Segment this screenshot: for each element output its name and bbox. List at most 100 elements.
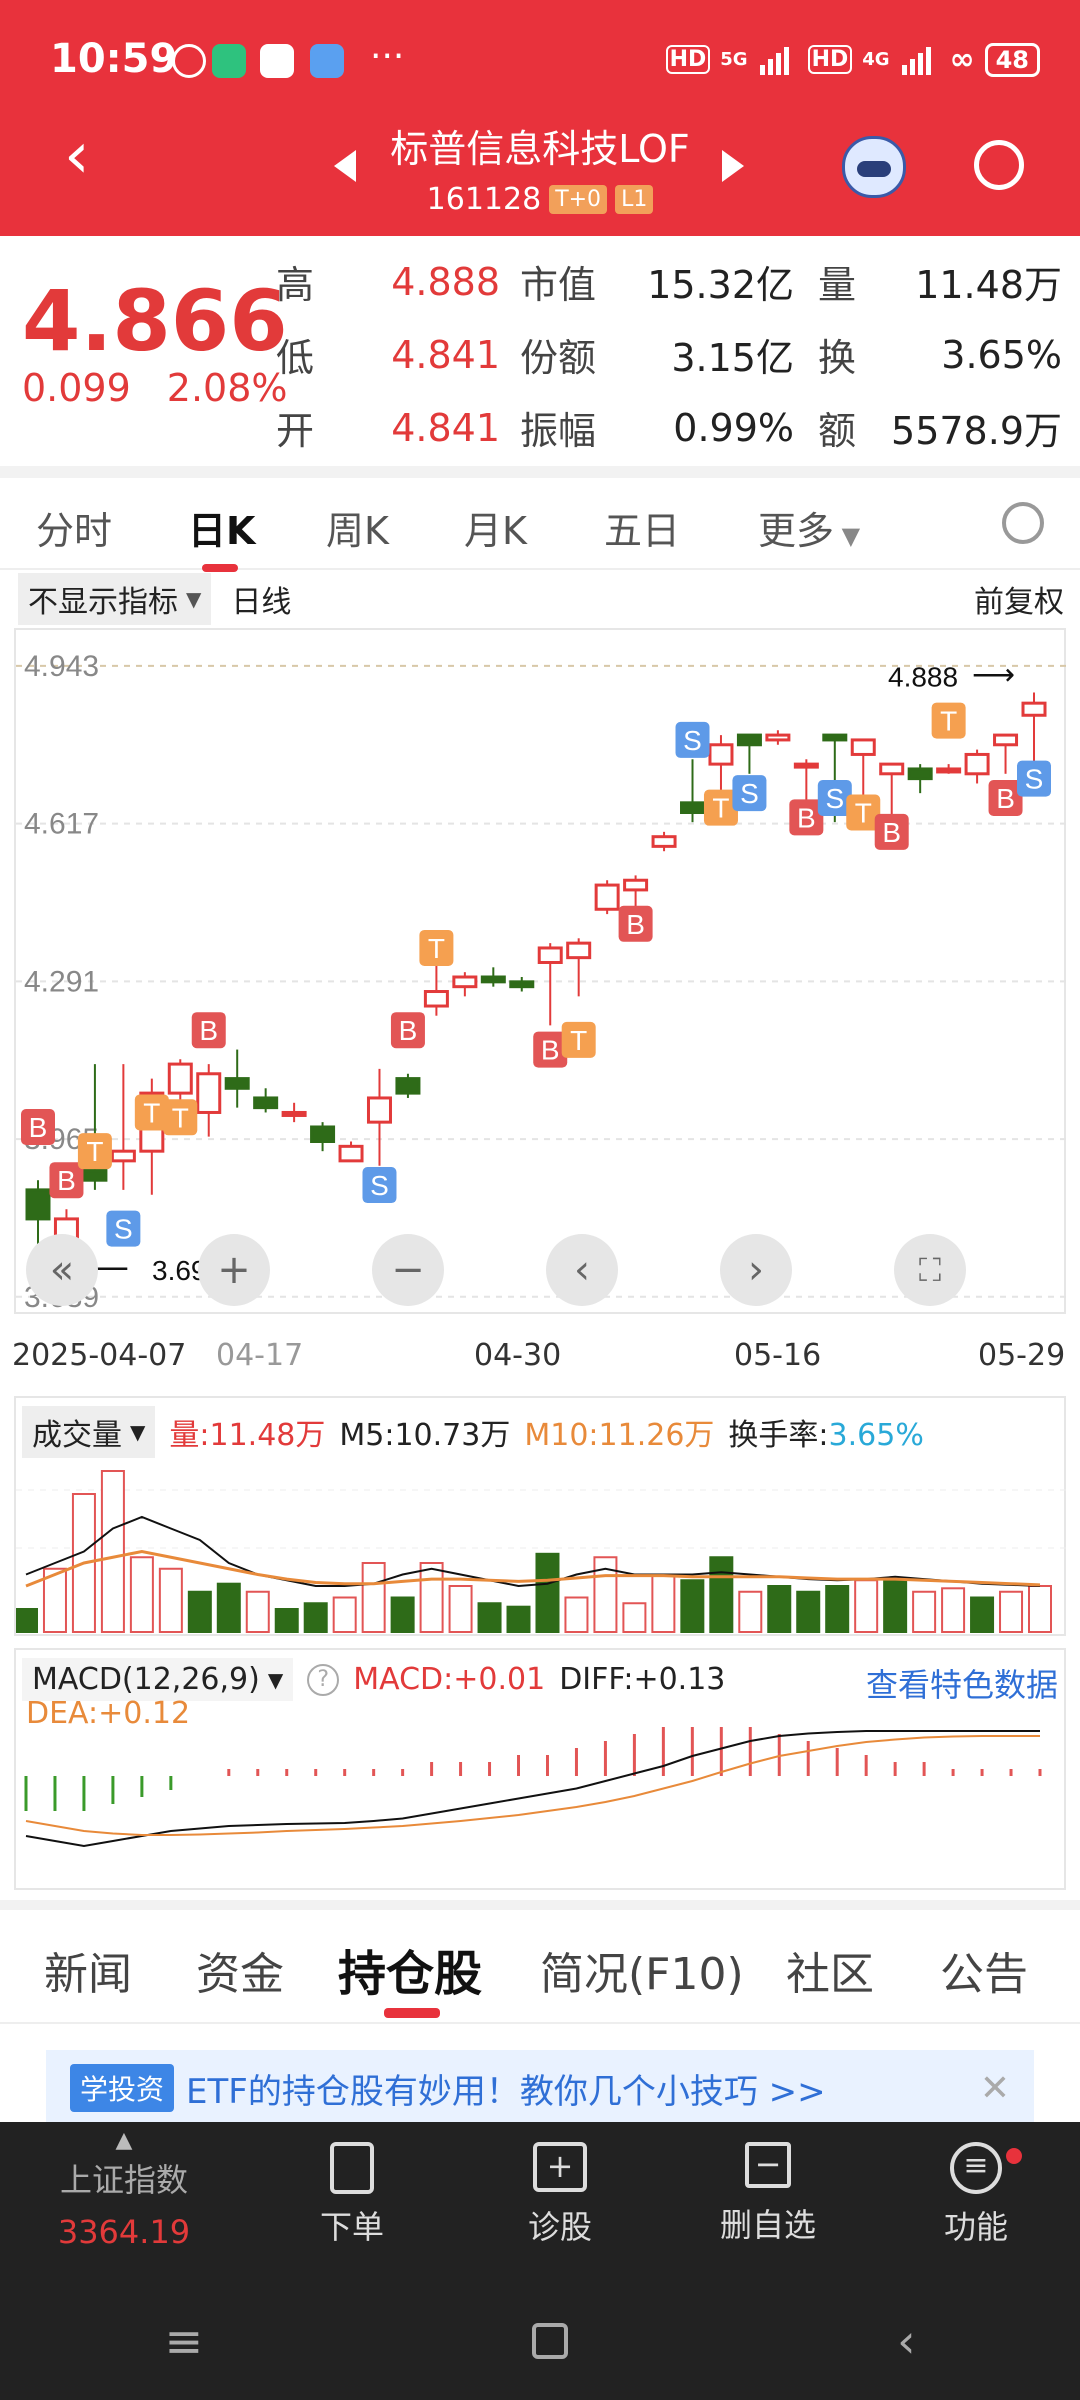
network-label: 5G [720, 49, 748, 70]
adjust-label[interactable]: 前复权 [974, 585, 1064, 620]
chevron-down-icon: ▼ [186, 587, 202, 611]
zoom-out-icon[interactable]: − [372, 1234, 444, 1306]
high-value: 4.888 [391, 259, 500, 304]
help-icon[interactable]: ? [307, 1663, 340, 1696]
next-icon[interactable]: › [720, 1234, 792, 1306]
volume-bar-23 [680, 1579, 705, 1633]
trade-marker-label-15: S [740, 778, 759, 809]
candle-body-3 [110, 1149, 136, 1163]
volume-bar-0 [14, 1608, 38, 1633]
zoom-in-icon[interactable]: + [198, 1234, 270, 1306]
robot-assistant-icon[interactable] [842, 136, 906, 198]
trade-marker-17 [817, 779, 852, 816]
status-time: 10:59 [50, 36, 178, 82]
chevron-down-icon: ▼ [834, 522, 861, 550]
trade-marker-label-3: S [114, 1214, 133, 1245]
divider [0, 466, 1080, 478]
candle-body-12 [366, 1096, 392, 1124]
shares-value: 3.15亿 [671, 336, 794, 380]
tab-holdings[interactable]: 持仓股 [338, 1946, 483, 2002]
volume-panel[interactable]: 成交量 ▼ 量:11.48万 M5:10.73万 M10:11.26万 换手率:3… [14, 1396, 1068, 1636]
scroll-left-icon[interactable]: « [26, 1234, 98, 1306]
indicator-dropdown[interactable]: 不显示指标 ▼ [18, 573, 212, 625]
tab-more[interactable]: 更多 ▼ [758, 500, 860, 555]
nav-remove-watchlist[interactable]: − 删自选 [668, 2142, 868, 2246]
feature-data-link[interactable]: 查看特色数据 [865, 1666, 1058, 1704]
nav-diagnose[interactable]: + 诊股 [460, 2142, 660, 2248]
macd-panel[interactable]: MACD(12,26,9) ▼ ? MACD:+0.01 DIFF:+0.13 查… [14, 1648, 1066, 1890]
volume-bar-22 [651, 1573, 676, 1633]
hd-icon: HD [665, 45, 711, 74]
trade-marker-label-4: T [143, 1097, 160, 1128]
volume-bar-1 [42, 1567, 67, 1633]
tab-weekly-k[interactable]: 周K [326, 509, 389, 553]
back-nav-icon[interactable]: ‹ [897, 2314, 916, 2368]
volume-bar-29 [854, 1579, 879, 1633]
tab-monthly-k[interactable]: 月K [464, 509, 527, 553]
tab-five-day[interactable]: 五日 [604, 509, 681, 553]
shares-label: 份额 [520, 336, 597, 380]
stock-code-row: 161128 T+0 L1 [0, 182, 1080, 217]
tab-intraday[interactable]: 分时 [36, 509, 113, 553]
volume-dropdown[interactable]: 成交量 ▼ [22, 1406, 156, 1458]
high-label: 高 [276, 263, 315, 307]
prev-icon[interactable]: ‹ [546, 1234, 618, 1306]
trade-marker-18 [846, 794, 881, 831]
home-icon[interactable] [532, 2323, 569, 2359]
trade-marker-label-7: S [370, 1170, 389, 1201]
volume-bar-3 [100, 1470, 125, 1633]
volume-bar-33 [970, 1596, 995, 1633]
low-label: 低 [276, 336, 315, 380]
tab-f10[interactable]: 简况(F10) [540, 1949, 744, 2000]
quote-panel: 4.866 0.099 2.08% 高 4.888 市值 15.32亿 量 11… [0, 236, 1080, 466]
trade-marker-14 [703, 789, 738, 826]
prev-stock-icon[interactable] [334, 150, 356, 182]
trade-marker-8 [390, 1012, 425, 1049]
volume-bar-5 [158, 1567, 183, 1633]
tab-daily-k[interactable]: 日K [188, 509, 256, 553]
close-icon[interactable]: ✕ [979, 2067, 1010, 2109]
diff-line [25, 1730, 1040, 1848]
index-ticker[interactable]: ▲ 上证指数 3364.19 [24, 2128, 224, 2251]
trade-marker-11 [561, 1021, 596, 1058]
trade-marker-9 [419, 929, 454, 966]
back-icon[interactable]: ‹ [64, 119, 90, 193]
volume-value: 11.48万 [915, 263, 1062, 307]
volume-bar-19 [564, 1596, 589, 1633]
chevron-up-icon: ▲ [115, 2128, 133, 2153]
trade-marker-13 [675, 721, 710, 758]
tab-community[interactable]: 社区 [786, 1949, 874, 2000]
nav-order[interactable]: 下单 [252, 2142, 452, 2248]
volume-header: 成交量 ▼ 量:11.48万 M5:10.73万 M10:11.26万 换手率:3… [22, 1406, 924, 1458]
amplitude-value: 0.99% [673, 405, 794, 450]
settings-icon[interactable] [1002, 502, 1044, 544]
y-tick-1: 4.617 [24, 808, 99, 841]
candle-body-5 [167, 1062, 193, 1095]
trade-marker-label-16: B [797, 802, 816, 833]
candle-body-20 [594, 883, 620, 911]
trade-marker-10 [533, 1031, 568, 1068]
volume-bar-35 [1028, 1585, 1052, 1633]
trade-marker-label-1: B [57, 1165, 76, 1196]
nav-order-label: 下单 [319, 2208, 384, 2246]
next-stock-icon[interactable] [722, 150, 744, 182]
candle-body-13 [395, 1077, 421, 1095]
tab-announcements[interactable]: 公告 [940, 1949, 1028, 2000]
search-icon[interactable] [974, 140, 1024, 190]
promo-banner[interactable]: 学投资 ETF的持仓股有妙用！教你几个小技巧 >> ✕ [46, 2050, 1034, 2126]
candle-body-7 [224, 1077, 250, 1090]
trade-marker-label-18: T [855, 798, 872, 829]
tab-funds[interactable]: 资金 [196, 1949, 284, 2000]
macd-dropdown[interactable]: MACD(12,26,9) ▼ [22, 1658, 294, 1701]
date-tick-4: 05-29 [978, 1338, 1066, 1373]
fullscreen-icon[interactable]: ⛶ [894, 1234, 966, 1306]
kline-chart[interactable]: 4.9434.6174.2913.9653.639BBTSTTBSBTBTBST… [14, 628, 1068, 1314]
indicator-row: 不显示指标 ▼ 日线 前复权 [18, 573, 1064, 625]
nav-functions[interactable]: ≡ 功能 [876, 2142, 1076, 2248]
link-icon: ∞ [949, 42, 975, 77]
candle-body-26 [765, 733, 791, 742]
recents-icon[interactable]: ≡ [164, 2314, 204, 2368]
candle-body-8 [253, 1096, 279, 1110]
tab-news[interactable]: 新闻 [44, 1949, 132, 2000]
alarm-icon [172, 44, 206, 78]
